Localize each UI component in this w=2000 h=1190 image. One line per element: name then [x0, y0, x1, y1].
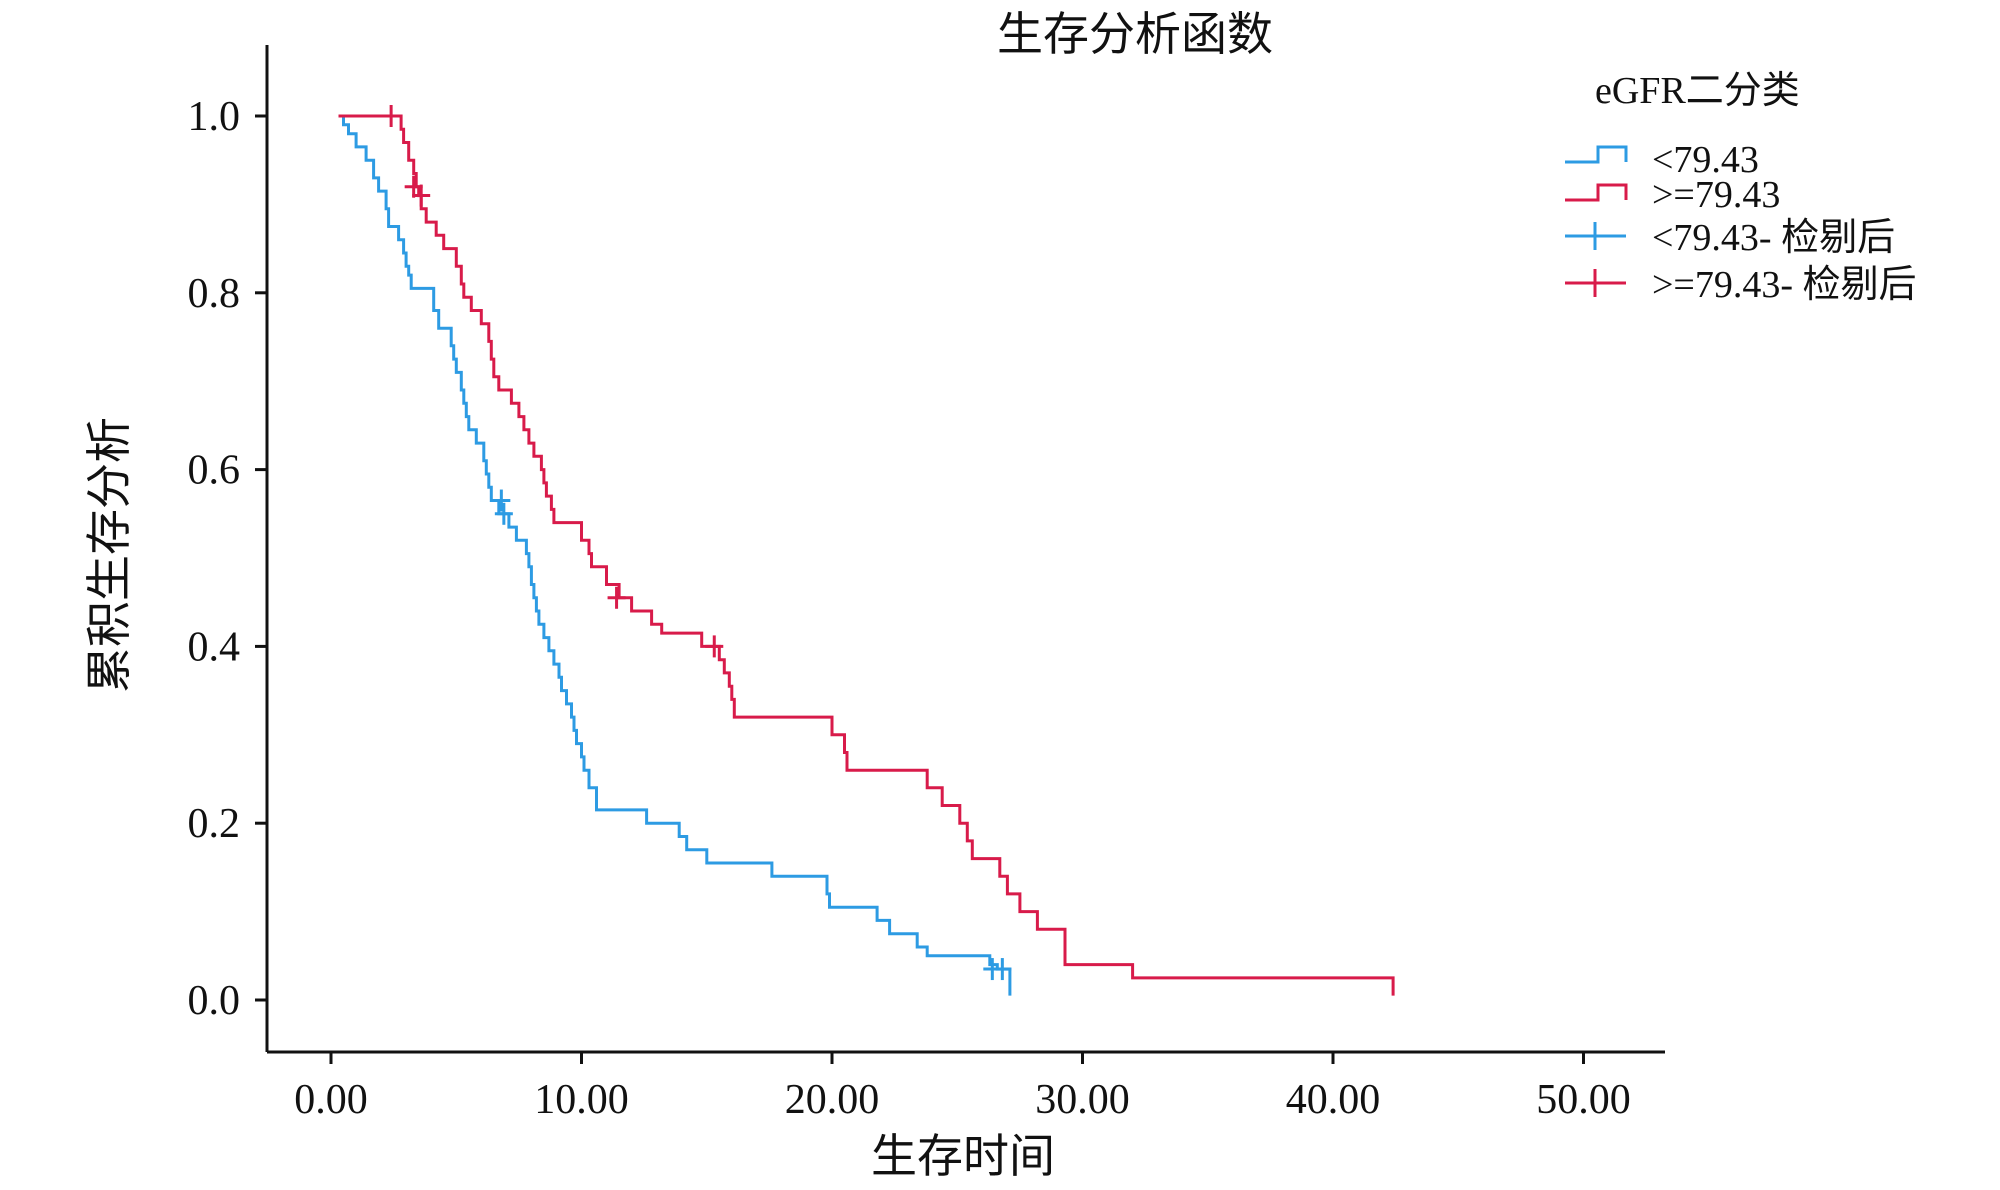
legend-title: eGFR二分类: [1595, 70, 1800, 112]
y-tick-label: 0.4: [188, 624, 241, 670]
x-tick-label: 10.00: [534, 1077, 629, 1123]
survival-curve-high-egfr: [338, 114, 1395, 996]
legend-swatch-red-line: [1565, 183, 1628, 202]
legend-label-blue: <79.43: [1652, 139, 1759, 181]
y-tick-label: 0.2: [188, 801, 241, 847]
y-tick-label: 1.0: [188, 94, 241, 140]
legend-swatch-blue-line: [1565, 145, 1628, 164]
survival-curve-low-egfr: [338, 114, 1012, 996]
x-tick-label: 0.00: [294, 1077, 368, 1123]
x-axis-label: 生存时间: [871, 1131, 1055, 1182]
x-tick-label: 20.00: [785, 1077, 880, 1123]
y-tick-label: 0.6: [188, 448, 241, 494]
censor-marks: [382, 105, 1012, 981]
chart-title: 生存分析函数: [997, 9, 1273, 60]
legend-label-red: >=79.43: [1652, 174, 1780, 216]
x-tick-label: 40.00: [1286, 1077, 1381, 1123]
y-tick-label: 0.0: [188, 978, 241, 1024]
y-tick-label: 0.8: [188, 271, 241, 317]
legend: eGFR二分类 <79.43 >=79.43 <79.43- 检剔后 >=79.…: [1565, 70, 1917, 306]
x-tick-label: 30.00: [1035, 1077, 1130, 1123]
legend-label-red-censored: >=79.43- 检剔后: [1652, 264, 1917, 306]
y-axis-label: 累积生存分析: [84, 417, 135, 693]
axis-ticks: 0.00 10.00 20.00 30.00 40.00 50.00 0.0 0.2 0.4 0.…: [188, 94, 1631, 1123]
legend-label-blue-censored: <79.43- 检剔后: [1652, 217, 1895, 259]
survival-curves: [338, 114, 1395, 996]
x-tick-label: 50.00: [1536, 1077, 1631, 1123]
